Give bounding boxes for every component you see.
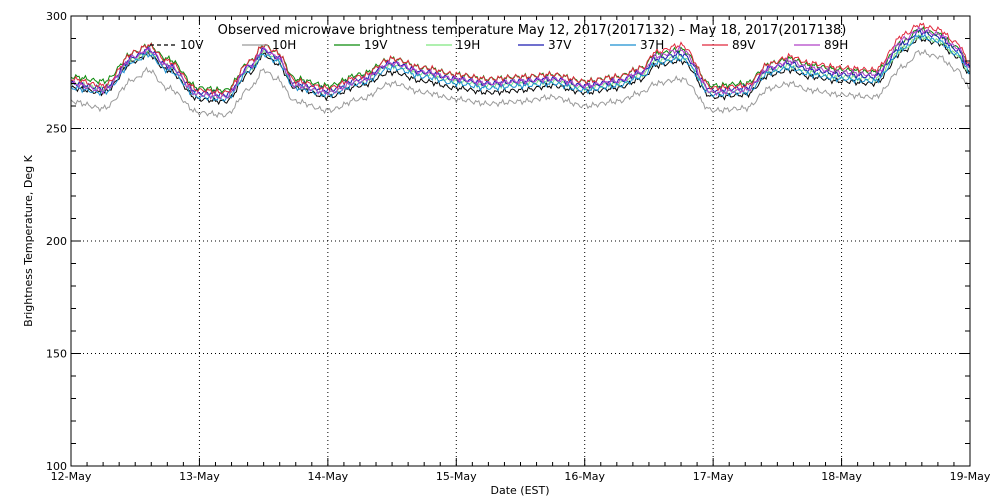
legend: 10V 10H 19V 19H 37V 37H 89V 89H — [150, 38, 848, 52]
chart-title: Observed microwave brightness temperatur… — [218, 23, 847, 38]
x-tick-label: 15-May — [436, 470, 477, 483]
legend-label-19h: 19H — [456, 38, 480, 52]
series-line-10h — [70, 48, 971, 119]
axis-ticks: 12-May 13-May 14-May 15-May 16-May 17-May 18-M… — [46, 10, 991, 483]
grid — [71, 16, 970, 466]
legend-label-10h: 10H — [272, 38, 296, 52]
y-tick-label: 100 — [46, 460, 67, 473]
x-tick-label: 12-May — [51, 470, 92, 483]
x-tick-label: 14-May — [307, 470, 348, 483]
x-tick-label: 13-May — [179, 470, 220, 483]
x-tick-label: 17-May — [693, 470, 734, 483]
y-tick-label: 300 — [46, 10, 67, 23]
series-line-89h — [70, 26, 971, 100]
series-lines — [70, 22, 971, 119]
x-tick-label: 16-May — [564, 470, 605, 483]
legend-label-19v: 19V — [364, 38, 388, 52]
y-tick-label: 250 — [46, 123, 67, 136]
legend-label-10v: 10V — [180, 38, 204, 52]
legend-label-89h: 89H — [824, 38, 848, 52]
y-tick-label: 150 — [46, 348, 67, 361]
legend-label-37h: 37H — [640, 38, 664, 52]
x-tick-label: 19-May — [950, 470, 991, 483]
x-axis-title: Date (EST) — [490, 484, 549, 497]
x-tick-label: 18-May — [821, 470, 862, 483]
legend-label-37v: 37V — [548, 38, 572, 52]
series-line-37h — [70, 33, 971, 102]
legend-label-89v: 89V — [732, 38, 756, 52]
y-axis-title: Brightness Temperature, Deg K — [22, 154, 35, 326]
y-tick-label: 200 — [46, 235, 67, 248]
